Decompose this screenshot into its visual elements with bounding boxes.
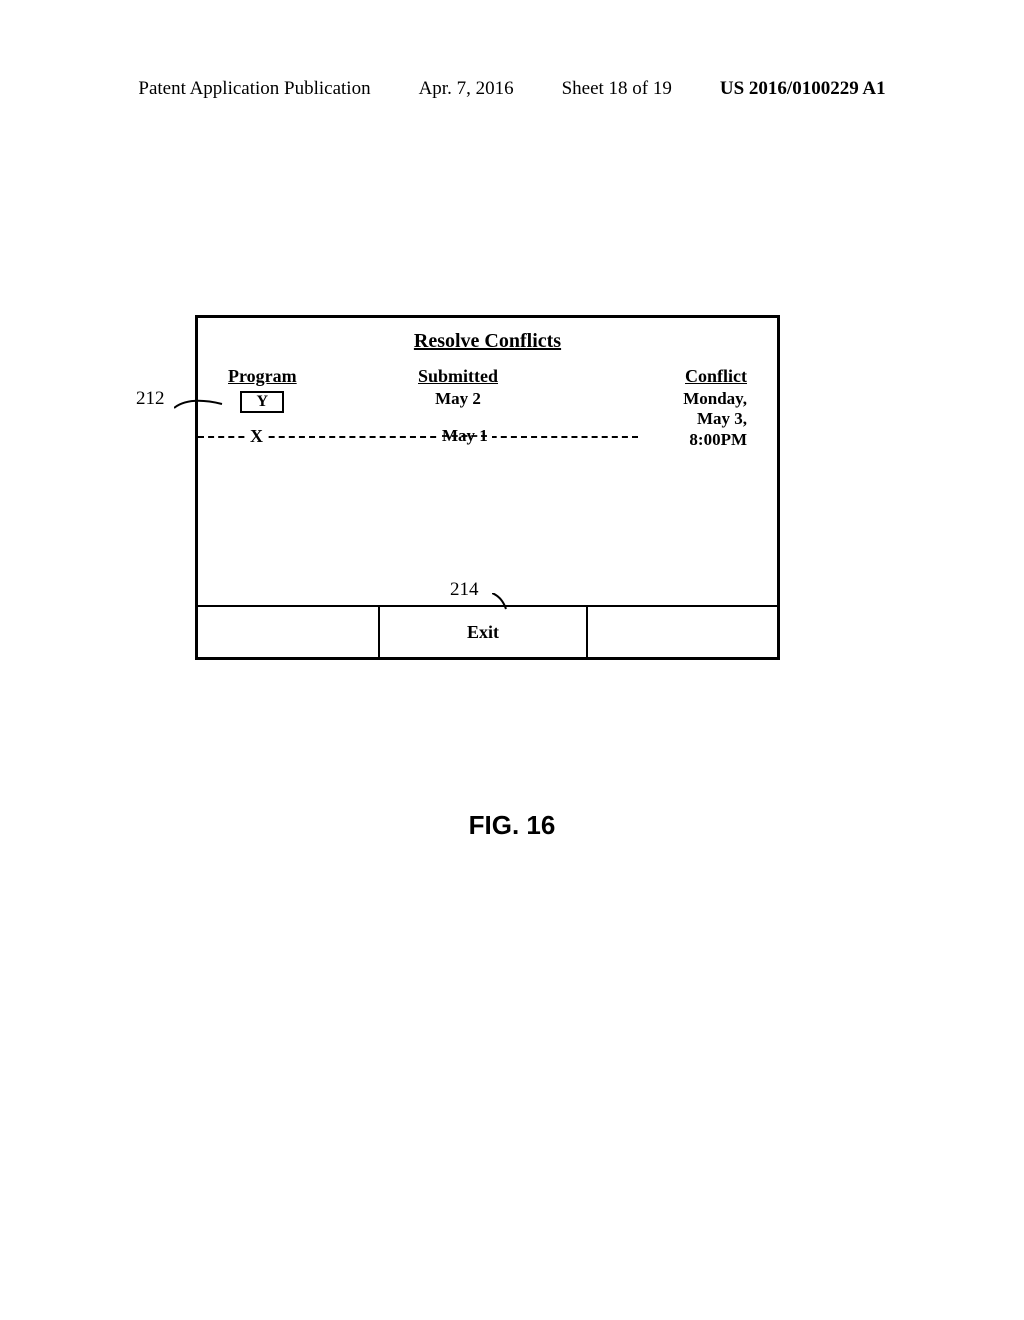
conflict-header: Conflict [683, 366, 747, 387]
submitted-header: Submitted [418, 366, 498, 387]
column-submitted: Submitted May 2 [418, 366, 498, 409]
program-selected-box[interactable]: Y [240, 391, 284, 413]
figure-caption: FIG. 16 [0, 810, 1024, 841]
reference-214-label: 214 [450, 579, 479, 601]
page: Patent Application Publication Apr. 7, 2… [0, 0, 1024, 1320]
header-docnum: US 2016/0100229 A1 [720, 78, 886, 100]
exit-button[interactable]: Exit [378, 607, 588, 657]
header-publication: Patent Application Publication [138, 78, 370, 100]
reference-212-leader [174, 398, 224, 412]
exit-button-label: Exit [467, 622, 499, 643]
figure-area: Resolve Conflicts Program Y Submitted Ma… [160, 315, 780, 660]
conflict-value: Monday,May 3,8:00PM [683, 389, 747, 450]
resolve-conflicts-dialog: Resolve Conflicts Program Y Submitted Ma… [195, 315, 780, 660]
page-header: Patent Application Publication Apr. 7, 2… [0, 78, 1024, 100]
program-selected-label: Y [257, 393, 269, 411]
dialog-title: Resolve Conflicts [198, 330, 777, 353]
program-header: Program [228, 366, 297, 387]
column-conflict: Conflict Monday,May 3,8:00PM [683, 366, 747, 450]
header-sheet: Sheet 18 of 19 [562, 78, 672, 100]
header-date: Apr. 7, 2016 [419, 78, 514, 100]
program-crossed: X [246, 426, 267, 447]
column-program: Program Y [228, 366, 297, 413]
reference-214-leader [492, 593, 510, 611]
submitted-crossed: May 1 [438, 426, 492, 446]
reference-212-label: 212 [136, 388, 165, 410]
submitted-value: May 2 [418, 389, 498, 409]
